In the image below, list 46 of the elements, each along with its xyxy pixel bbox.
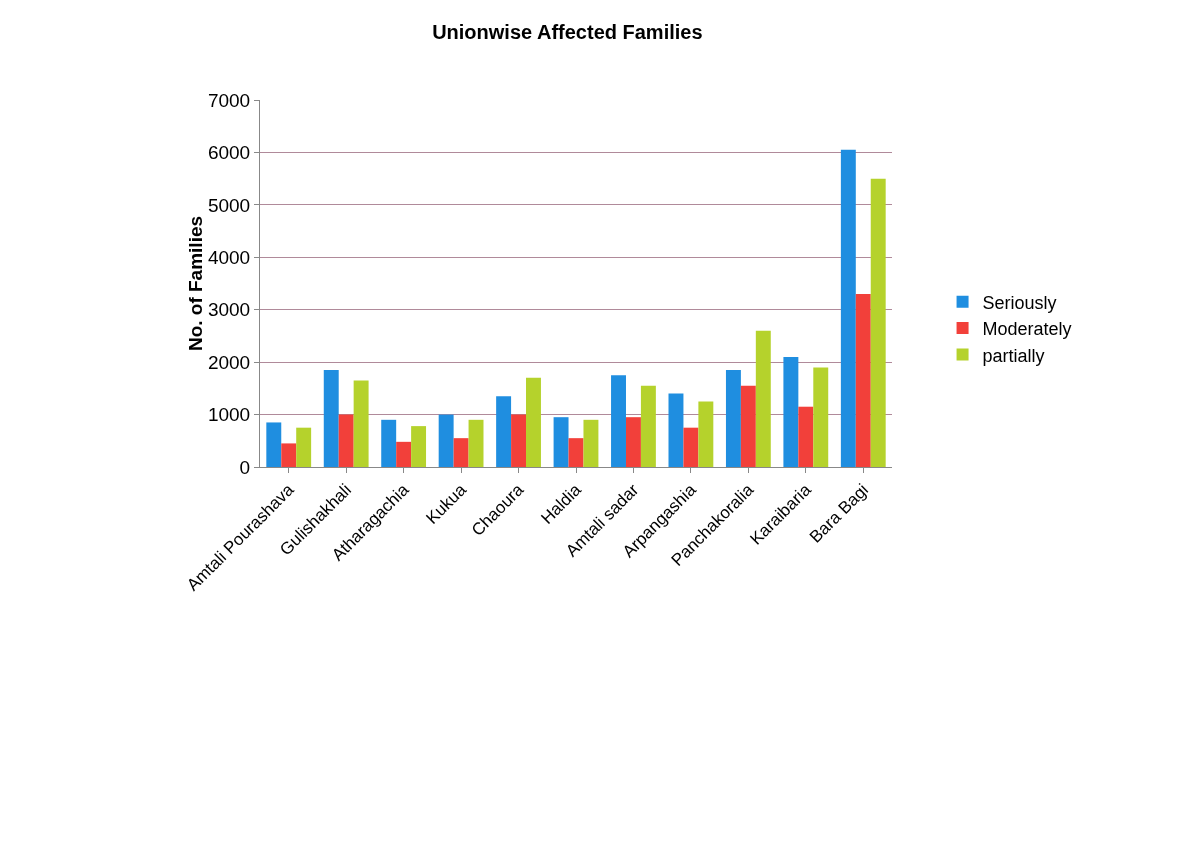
bar	[411, 426, 427, 467]
y-tick-label: 6000	[207, 142, 251, 164]
bar	[353, 380, 369, 467]
bar	[870, 178, 886, 467]
bar	[668, 393, 684, 467]
bar	[855, 293, 871, 467]
y-tick-label: 1000	[207, 404, 251, 426]
y-tick-label: 2000	[207, 351, 251, 373]
legend-label: partially	[982, 345, 1045, 366]
bar	[583, 419, 599, 467]
bar	[611, 375, 626, 467]
bar	[725, 370, 741, 467]
bar	[453, 438, 469, 467]
bar	[511, 414, 527, 467]
bar	[296, 427, 312, 467]
bar	[381, 419, 397, 467]
bar	[266, 422, 282, 467]
bar	[438, 414, 454, 467]
bar	[338, 414, 354, 467]
bar	[526, 377, 541, 467]
bar	[468, 419, 484, 467]
bar	[496, 396, 512, 467]
bar	[813, 367, 829, 467]
y-tick-label: 4000	[207, 246, 251, 268]
bar	[553, 417, 569, 467]
y-tick-label: 7000	[207, 89, 251, 111]
y-tick-label: 5000	[207, 194, 251, 216]
legend-label: Seriously	[982, 292, 1057, 313]
bar	[640, 385, 656, 467]
bar	[798, 406, 814, 467]
y-tick-label: 3000	[207, 299, 251, 321]
bar	[755, 330, 771, 467]
bar	[683, 427, 699, 467]
bar	[698, 401, 714, 467]
bar	[840, 149, 856, 467]
bar	[396, 441, 412, 467]
chart-title: Unionwise Affected Families	[432, 21, 703, 44]
bar	[323, 370, 339, 467]
y-axis-title: No. of Families	[184, 215, 206, 352]
bar	[783, 356, 799, 467]
bar	[740, 385, 756, 467]
legend-label: Moderately	[982, 319, 1072, 340]
bar	[281, 443, 297, 467]
bar	[625, 417, 641, 467]
y-tick-label: 0	[239, 456, 251, 478]
bar	[568, 438, 584, 467]
